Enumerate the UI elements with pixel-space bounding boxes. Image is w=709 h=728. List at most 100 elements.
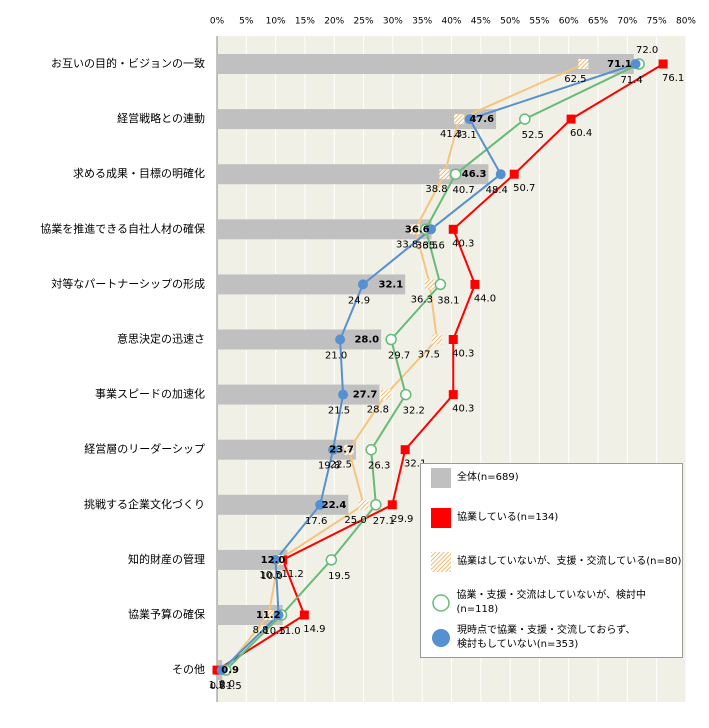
x-tick-label: 40% <box>441 17 461 27</box>
marker <box>509 169 519 179</box>
data-label: 36.5 <box>416 240 438 251</box>
marker <box>358 499 369 510</box>
data-label: 23.7 <box>329 445 354 456</box>
data-label: 38.1 <box>437 295 459 306</box>
category-label: 経営戦略との連動 <box>117 111 205 125</box>
legend-swatch <box>431 552 451 572</box>
data-label: 25.0 <box>344 515 366 526</box>
marker <box>387 500 397 510</box>
data-label: 32.1 <box>404 459 426 470</box>
legend-swatch <box>432 594 450 612</box>
category-label: 経営層のリーダーシップ <box>84 442 205 456</box>
legend-label: 協業している(n=134) <box>457 512 559 523</box>
data-label: 14.9 <box>303 624 325 635</box>
x-tick-label: 45% <box>471 17 491 27</box>
data-label: 71.1 <box>607 59 632 70</box>
x-tick-label: 70% <box>617 17 637 27</box>
data-label: 33.8 <box>396 239 418 250</box>
legend-icon <box>431 552 451 572</box>
data-label: 44.0 <box>474 293 496 304</box>
data-label: 1.3 <box>209 680 225 691</box>
data-label: 60.4 <box>570 128 592 139</box>
legend-label: 現時点で協業・支援・交流しておらず、 検討もしていない(n=353) <box>457 625 636 650</box>
legend-item: 協業している(n=134) <box>431 508 558 528</box>
marker <box>335 334 346 345</box>
category-label: お互いの目的・ビジョンの一致 <box>51 56 205 70</box>
category-label: 協業を推進できる自社人材の確保 <box>40 221 205 235</box>
legend-swatch <box>431 508 451 528</box>
data-label: 36.6 <box>405 224 430 235</box>
category-label: 対等なパートナーシップの形成 <box>51 276 205 290</box>
data-label: 19.5 <box>328 571 350 582</box>
marker <box>495 169 506 180</box>
marker <box>464 114 475 125</box>
data-label: 1.5 <box>226 681 242 692</box>
data-label: 72.0 <box>636 45 658 56</box>
x-tick-label: 0% <box>210 17 225 27</box>
marker <box>454 114 465 125</box>
legend-item: 全体(n=689) <box>431 468 519 488</box>
data-label: 10.5 <box>263 626 285 637</box>
category-label: 協業予算の確保 <box>128 607 205 621</box>
data-label: 40.3 <box>452 349 474 360</box>
category-label: その他 <box>172 663 205 676</box>
data-label: 29.7 <box>388 351 410 362</box>
legend-swatch <box>432 629 450 647</box>
marker <box>370 499 382 511</box>
category-label: 知的財産の管理 <box>128 552 205 566</box>
marker <box>380 389 391 400</box>
legend-item: 協業はしていないが、支援・交流している(n=80) <box>431 552 681 572</box>
category-label: 事業スピードの加速化 <box>95 387 205 401</box>
data-label: 41.3 <box>440 129 462 140</box>
marker <box>343 444 354 455</box>
marker <box>385 333 397 346</box>
marker <box>439 169 450 180</box>
bar <box>217 54 634 74</box>
legend-icon <box>431 508 451 528</box>
data-label: 19.8 <box>318 461 340 472</box>
x-tick-label: 60% <box>559 17 579 27</box>
data-label: 36.3 <box>411 294 433 305</box>
x-tick-label: 30% <box>383 17 403 27</box>
x-tick-label: 65% <box>588 17 608 27</box>
data-label: 11.2 <box>256 610 281 621</box>
data-label: 46.3 <box>462 169 487 180</box>
data-label: 22.5 <box>330 460 352 471</box>
x-tick-label: 80% <box>676 17 696 27</box>
x-tick-label: 50% <box>500 17 520 27</box>
data-label: 11.2 <box>282 569 304 580</box>
marker <box>338 389 349 400</box>
marker <box>448 390 458 400</box>
data-label: 50.7 <box>513 183 535 194</box>
marker <box>400 388 412 401</box>
marker <box>263 610 274 620</box>
x-tick-label: 75% <box>647 17 667 27</box>
legend-item: 協業・支援・交流はしていないが、検討中(n=118) <box>431 589 682 617</box>
data-label: 48.4 <box>486 185 508 196</box>
marker <box>448 224 458 234</box>
data-label: 76.1 <box>662 73 684 84</box>
legend-item: 現時点で協業・支援・交流しておらず、 検討もしていない(n=353) <box>431 624 636 652</box>
marker <box>434 278 447 291</box>
marker <box>470 279 480 289</box>
series-line <box>220 63 636 671</box>
category-label: 挑戦する企業文化づくり <box>84 497 205 511</box>
data-label: 22.4 <box>322 500 347 511</box>
data-label: 29.9 <box>391 514 413 525</box>
series-line <box>225 63 640 671</box>
marker <box>365 443 377 456</box>
data-label: 12.0 <box>261 555 286 566</box>
marker <box>431 334 442 345</box>
data-label: 43.1 <box>455 130 477 141</box>
data-label: 27.1 <box>373 516 395 527</box>
data-label: 40.7 <box>452 185 474 196</box>
marker <box>424 279 435 290</box>
data-label: 37.5 <box>418 350 440 361</box>
data-label: 26.3 <box>368 461 390 472</box>
marker <box>425 224 436 235</box>
x-tick-label: 15% <box>295 17 315 27</box>
marker <box>578 59 589 69</box>
x-tick-label: 35% <box>412 17 432 27</box>
marker <box>400 445 410 455</box>
marker <box>630 59 641 69</box>
